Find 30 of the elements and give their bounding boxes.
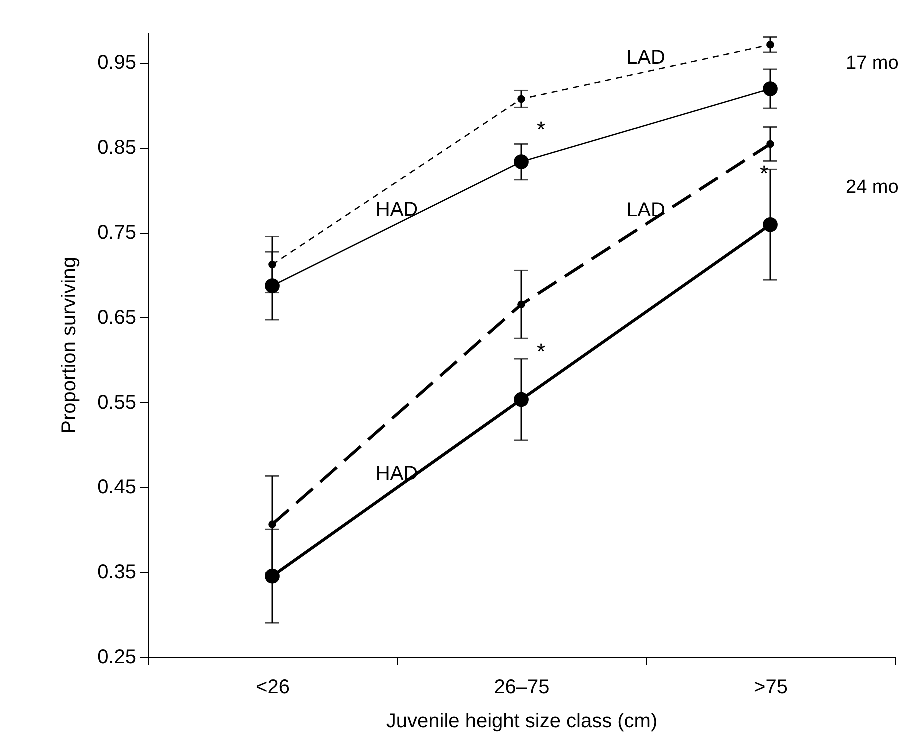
point xyxy=(514,154,529,170)
y-tick-label: 0.75 xyxy=(98,222,136,244)
point xyxy=(763,82,778,96)
point xyxy=(265,278,280,294)
point xyxy=(518,300,526,309)
y-tick-label: 0.35 xyxy=(98,562,136,584)
annotation: * xyxy=(537,117,546,142)
y-tick-label: 0.65 xyxy=(98,306,136,329)
y-tick-label: 0.25 xyxy=(98,646,136,668)
y-axis-title: Proportion surviving xyxy=(58,257,81,434)
point xyxy=(766,41,774,49)
y-tick-label: 0.45 xyxy=(98,476,136,499)
x-axis-title: Juvenile height size class (cm) xyxy=(386,710,658,732)
y-tick-label: 0.55 xyxy=(98,392,136,414)
series-label: HAD xyxy=(376,199,418,222)
point xyxy=(268,520,276,528)
series-label: LAD xyxy=(626,47,666,70)
annotation: 24 mo xyxy=(846,177,899,198)
point xyxy=(766,140,774,148)
annotation: * xyxy=(537,339,546,364)
y-tick-label: 0.95 xyxy=(98,52,136,74)
annotation: 17 mo xyxy=(846,53,899,74)
point xyxy=(518,95,526,104)
x-tick-label: >75 xyxy=(754,676,788,698)
x-tick-label: <26 xyxy=(256,676,290,698)
point xyxy=(514,392,529,408)
point xyxy=(763,217,778,232)
x-tick-label: 26–75 xyxy=(494,676,550,698)
point xyxy=(265,568,280,584)
y-tick-label: 0.85 xyxy=(98,137,136,160)
